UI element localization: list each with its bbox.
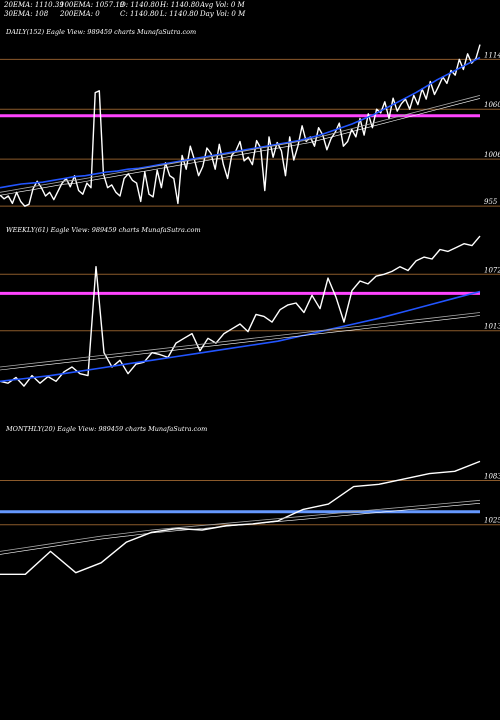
weekly-panel-title: WEEKLY(61) Eagle View: 989459 charts Mun… — [6, 226, 201, 234]
weekly-ema_grey-line — [0, 312, 481, 368]
daily-ema20-line — [0, 56, 481, 189]
header-ema100: 100EMA: 1057.19 — [60, 1, 125, 9]
daily-tick-label: 1114 — [484, 51, 500, 59]
header-avg-vol: Avg Vol: 0 M — [200, 1, 245, 9]
daily-tick-label: 1060 — [484, 101, 500, 109]
header-ema30: 30EMA: 108 — [4, 10, 49, 18]
daily-tick-label: 955 — [484, 198, 498, 206]
monthly-price-line — [0, 460, 481, 575]
daily-panel-title: DAILY(152) Eagle View: 989459 charts Mun… — [6, 28, 197, 36]
monthly-panel-title: MONTHLY(20) Eagle View: 989459 charts Mu… — [6, 425, 208, 433]
daily-tick-label: 1006 — [484, 151, 500, 159]
header-low: L: 1140.80 — [160, 10, 199, 18]
daily-ema-white-line — [0, 98, 481, 196]
header-close: C: 1140.80 — [120, 10, 159, 18]
header-ema20: 20EMA: 1110.39 — [4, 1, 64, 9]
header-ema200: 200EMA: 0 — [60, 10, 100, 18]
header-open: O: 1140.80 — [120, 1, 160, 9]
weekly-ema-white-line — [0, 315, 481, 371]
daily-price-line — [0, 44, 481, 207]
weekly-price-line — [0, 235, 481, 387]
header-day-vol: Day Vol: 0 M — [200, 10, 246, 18]
daily-ema_grey-line — [0, 95, 481, 193]
weekly-ema20-line — [0, 290, 481, 383]
monthly-tick-label: 1025 — [484, 517, 500, 525]
weekly-tick-label: 1072 — [484, 266, 500, 274]
monthly-ema-white-line — [0, 503, 481, 555]
weekly-tick-label: 1013 — [484, 323, 500, 331]
header-high: H: 1140.80 — [160, 1, 200, 9]
monthly-tick-label: 1083 — [484, 472, 500, 480]
monthly-ema_grey-line — [0, 499, 481, 552]
